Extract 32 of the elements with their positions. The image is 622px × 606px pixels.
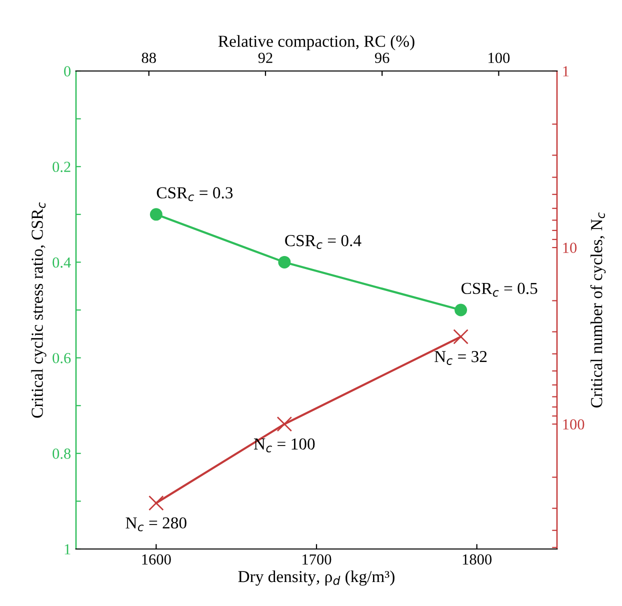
x-tick-label: 1800 [462,554,492,565]
x-axis-title: Dry density, ρ$_{d}$ (kg/m³) [238,570,394,586]
point [276,416,292,432]
x2-tick-label: 88 [142,52,156,64]
point [454,304,468,316]
point [150,208,162,221]
x-tick-label: 1600 [142,554,171,565]
y-tick-label: 0.8 [52,448,71,459]
x-tick-label: 1700 [302,554,332,565]
annotation: CSR$_{c}$ = 0.5 [461,282,538,297]
y-axis-title: Critical cyclic stress ratio, CSR$_{c}$ [31,202,46,418]
y-tick-label: 0.4 [52,257,71,268]
annotation: N$_{c}$ = 100 [254,438,315,452]
y2-tick-label: 10 [563,242,577,253]
annotation: CSR$_{c}$ = 0.3 [156,187,233,202]
point [453,329,468,344]
y2-tick-label: 1 [563,66,569,76]
x2-tick-label: 100 [488,52,510,64]
x2-tick-label: 96 [374,52,390,64]
annotation: CSR$_{c}$ = 0.4 [285,234,362,249]
y2-tick-label: 100 [563,419,584,430]
annotation: N$_{c}$ = 280 [126,517,186,532]
y-tick-label: 1 [64,544,70,554]
y2-axis-title: Critical number of cycles, N$_{c}$ [590,212,606,408]
y-tick-label: 0.2 [52,162,70,172]
x2-axis-title: Relative compaction, RC (%) [218,35,414,50]
y-tick-label: 0 [64,66,71,76]
point [278,256,291,268]
point [148,495,164,511]
annotation: N$_{c}$ = 32 [434,351,487,365]
x2-tick-label: 92 [258,52,272,64]
y-tick-label: 0.6 [52,352,71,364]
